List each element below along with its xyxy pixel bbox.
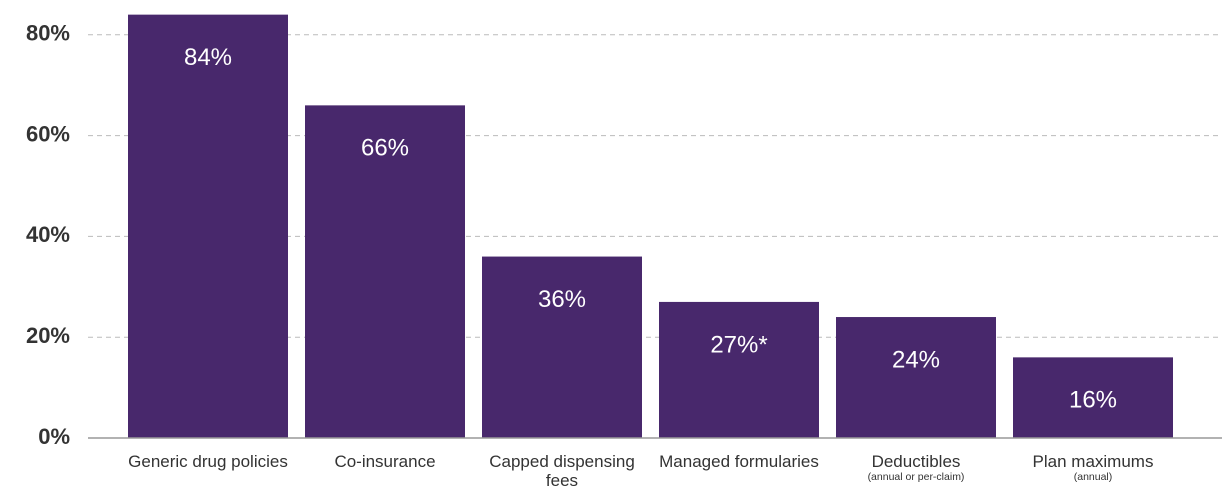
x-tick-label: Deductibles (annual or per-claim) [831, 452, 1001, 483]
y-tick-label: 0% [38, 424, 70, 449]
x-tick-label: Co-insurance [300, 452, 470, 471]
x-tick-label: Capped dispensing fees [477, 452, 647, 490]
category-note: (annual or per-claim) [867, 471, 965, 483]
value-label: 36% [538, 286, 586, 313]
bar [305, 105, 465, 439]
value-label: 24% [892, 346, 940, 373]
x-tick-label: Generic drug policies [123, 452, 293, 471]
bar [659, 301, 819, 438]
x-tick-label: Managed formularies [654, 452, 824, 471]
bar [1013, 357, 1173, 438]
y-tick-label: 80% [26, 21, 70, 46]
bar [482, 256, 642, 438]
category-label: Deductibles [871, 452, 961, 471]
category-label: Managed formularies [659, 452, 819, 471]
value-label: 16% [1069, 387, 1117, 414]
y-tick-label: 40% [26, 222, 70, 247]
category-note: (annual) [1073, 471, 1113, 483]
value-label: 27%* [710, 331, 767, 358]
bar [836, 317, 996, 438]
category-label: Co-insurance [334, 452, 436, 471]
y-tick-label: 20% [26, 323, 70, 348]
category-label: Plan maximums [1032, 452, 1154, 471]
category-label: Generic drug policies [128, 452, 288, 471]
value-label: 84% [184, 44, 232, 71]
category-label: Capped dispensing fees [489, 452, 635, 490]
y-tick-label: 60% [26, 121, 70, 146]
x-tick-label: Plan maximums (annual) [1008, 452, 1178, 483]
bar [128, 14, 288, 438]
value-label: 66% [361, 135, 409, 162]
